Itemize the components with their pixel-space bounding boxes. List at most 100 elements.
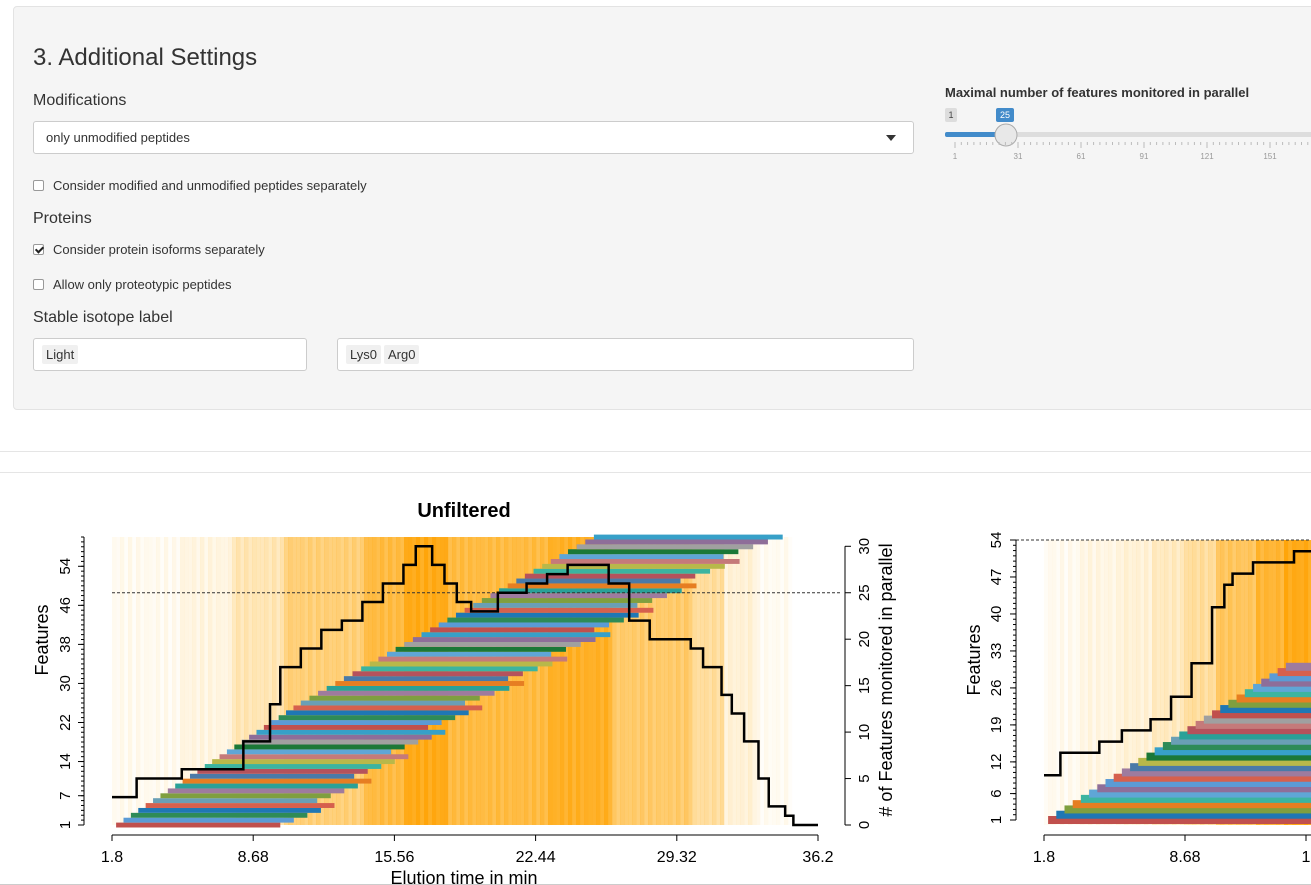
density-slice bbox=[256, 537, 261, 825]
y2-tick-label: 15 bbox=[856, 677, 873, 694]
density-slice bbox=[1212, 540, 1217, 825]
y-tick-label: 22 bbox=[57, 714, 74, 731]
feature-bar bbox=[369, 661, 553, 667]
feature-bar bbox=[1121, 768, 1311, 777]
density-slice bbox=[1196, 540, 1201, 825]
density-slice bbox=[1236, 540, 1241, 825]
feature-bar bbox=[271, 720, 442, 725]
feature-bar bbox=[542, 563, 725, 569]
density-slice bbox=[644, 537, 649, 825]
feature-bar bbox=[1285, 662, 1311, 671]
density-slice bbox=[196, 537, 201, 825]
proteins-label: Proteins bbox=[33, 210, 92, 227]
feature-bar bbox=[212, 759, 395, 765]
feature-bar bbox=[1056, 810, 1311, 819]
feature-bar bbox=[226, 749, 392, 755]
checkbox-box[interactable] bbox=[33, 180, 44, 191]
features-slider[interactable]: 1 25 1 31 61 91 121 151 bbox=[940, 100, 1311, 170]
tag-arg0[interactable]: Arg0 bbox=[383, 345, 420, 364]
modifications-select[interactable]: only unmodified peptides bbox=[33, 121, 914, 154]
feature-bar bbox=[1236, 694, 1311, 703]
density-slice bbox=[1068, 540, 1073, 825]
density-slice bbox=[608, 537, 613, 825]
slider-tick-label: 91 bbox=[1140, 152, 1149, 161]
feature-bar bbox=[438, 622, 610, 628]
density-slice bbox=[304, 537, 309, 825]
density-slice bbox=[632, 537, 637, 825]
density-slice bbox=[516, 537, 521, 825]
density-slice bbox=[1064, 540, 1068, 825]
density-slice bbox=[696, 537, 701, 825]
isotope-residue-input[interactable]: Lys0 Arg0 bbox=[337, 338, 914, 371]
feature-bar bbox=[300, 700, 465, 706]
feature-bar bbox=[585, 539, 768, 545]
density-slice bbox=[776, 537, 781, 825]
y-tick-label: 6 bbox=[988, 789, 1005, 797]
feature-bar bbox=[533, 568, 711, 574]
x-tick-label: 36.2 bbox=[802, 849, 833, 866]
feature-bar bbox=[1162, 742, 1311, 751]
slider-tick-label: 151 bbox=[1263, 152, 1277, 161]
feature-bar bbox=[145, 803, 335, 808]
density-slice bbox=[212, 537, 217, 825]
density-slice bbox=[1172, 540, 1177, 825]
density-slice bbox=[1152, 540, 1157, 825]
consider-modified-checkbox[interactable]: Consider modified and unmodified peptide… bbox=[33, 178, 367, 193]
feature-bar bbox=[499, 588, 682, 594]
density-slice bbox=[524, 537, 529, 825]
density-slice bbox=[284, 537, 289, 825]
density-slice bbox=[112, 537, 117, 825]
density-slice bbox=[732, 537, 737, 825]
density-slice bbox=[320, 537, 325, 825]
x-tick-label: 22.44 bbox=[516, 849, 556, 866]
density-slice bbox=[624, 537, 629, 825]
divider bbox=[0, 451, 1311, 452]
density-slice bbox=[192, 537, 197, 825]
density-slice bbox=[536, 537, 541, 825]
density-slice bbox=[740, 537, 745, 825]
tag-lys0[interactable]: Lys0 bbox=[346, 345, 381, 364]
divider bbox=[0, 472, 1311, 473]
density-slice bbox=[656, 537, 661, 825]
density-slice bbox=[172, 537, 177, 825]
density-slice bbox=[316, 537, 321, 825]
x-tick-label: 1.8 bbox=[101, 849, 123, 866]
slider-value-badge bbox=[996, 108, 1014, 122]
tag-light[interactable]: Light bbox=[42, 345, 79, 364]
density-slice bbox=[1088, 540, 1093, 825]
density-slice bbox=[1208, 540, 1213, 825]
density-slice bbox=[640, 537, 645, 825]
density-slice bbox=[324, 537, 329, 825]
slider-value-label: 25 bbox=[1000, 110, 1010, 120]
density-slice bbox=[280, 537, 285, 825]
density-slice bbox=[200, 537, 205, 825]
density-slice bbox=[1216, 540, 1221, 825]
density-slice bbox=[1132, 540, 1137, 825]
density-slice bbox=[1084, 540, 1089, 825]
slider-tick-label: 1 bbox=[953, 152, 958, 161]
isoforms-checkbox[interactable]: Consider protein isoforms separately bbox=[33, 242, 265, 257]
feature-bar bbox=[430, 627, 595, 633]
feature-bar bbox=[1072, 800, 1311, 809]
density-slice bbox=[148, 537, 153, 825]
checkbox-box[interactable] bbox=[33, 279, 44, 290]
feature-bar bbox=[1080, 794, 1311, 803]
y-axis-label: Features bbox=[32, 604, 52, 675]
slider-track[interactable] bbox=[945, 132, 1311, 137]
checkbox-box-checked[interactable] bbox=[33, 244, 44, 255]
density-slice bbox=[1136, 540, 1141, 825]
slider-min-badge bbox=[945, 108, 957, 122]
feature-bar bbox=[1269, 673, 1311, 682]
density-slice bbox=[784, 537, 789, 825]
isotope-name-input[interactable]: Light bbox=[33, 338, 307, 371]
x-tick-label: 8.68 bbox=[238, 849, 269, 866]
proteotypic-checkbox[interactable]: Allow only proteotypic peptides bbox=[33, 277, 232, 292]
density-slice bbox=[1092, 540, 1097, 825]
density-slice bbox=[152, 537, 157, 825]
feature-bar bbox=[593, 534, 783, 540]
density-slice bbox=[700, 537, 705, 825]
feature-bar bbox=[1171, 736, 1311, 745]
feature-bar bbox=[167, 788, 345, 794]
density-slice bbox=[248, 537, 253, 825]
slider-handle[interactable] bbox=[994, 123, 1018, 147]
